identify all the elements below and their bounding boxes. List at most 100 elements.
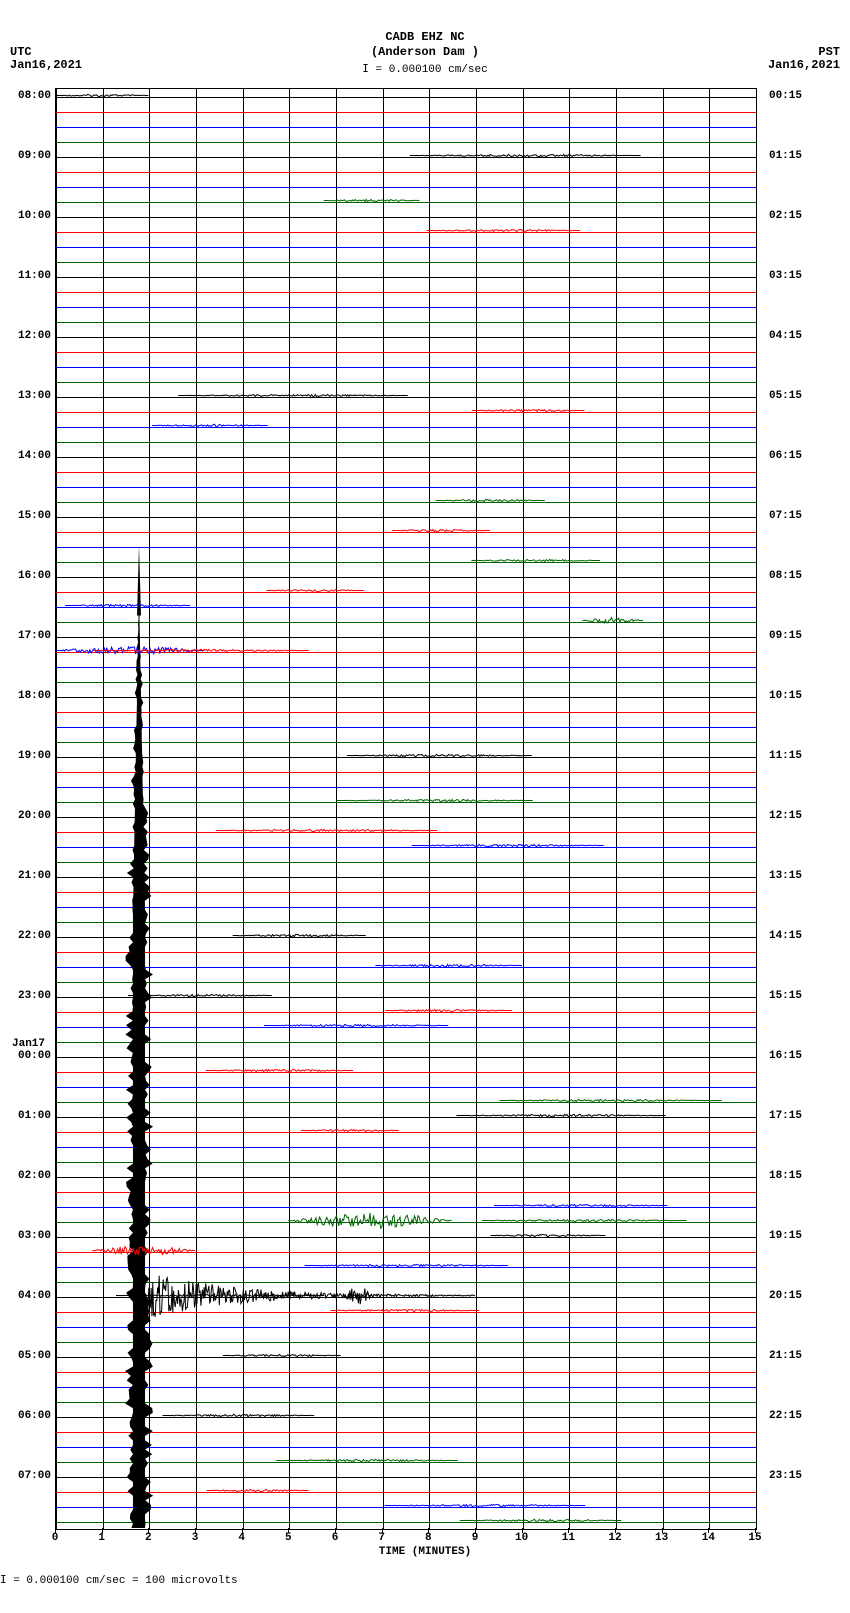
pst-hour-label: 20:15: [769, 1290, 802, 1302]
trace-line: [56, 442, 756, 443]
trace-line: [56, 892, 756, 893]
pst-hour-label: 04:15: [769, 330, 802, 342]
trace-line: [56, 787, 756, 788]
utc-hour-label: 05:00: [6, 1350, 51, 1362]
trace-line: [56, 652, 756, 653]
trace-line: [56, 1072, 756, 1073]
xaxis-tick: 15: [748, 1532, 761, 1544]
trace-line: [56, 472, 756, 473]
xaxis-tick: 6: [332, 1532, 339, 1544]
trace-line: [56, 532, 756, 533]
pst-hour-label: 08:15: [769, 570, 802, 582]
trace-line: [56, 1462, 756, 1463]
trace-line: [56, 157, 756, 158]
utc-hour-label: 01:00: [6, 1110, 51, 1122]
pst-hour-label: 23:15: [769, 1470, 802, 1482]
trace-line: [56, 832, 756, 833]
utc-hour-label: 03:00: [6, 1230, 51, 1242]
pst-hour-label: 14:15: [769, 930, 802, 942]
utc-hour-label: 02:00: [6, 1170, 51, 1182]
trace-line: [56, 1402, 756, 1403]
trace-line: [56, 367, 756, 368]
plot-area: [55, 88, 757, 1530]
trace-line: [56, 577, 756, 578]
trace-line: [56, 1342, 756, 1343]
trace-line: [56, 1372, 756, 1373]
xaxis-tick: 14: [702, 1532, 715, 1544]
trace-line: [56, 487, 756, 488]
trace-line: [56, 742, 756, 743]
trace-line: [56, 457, 756, 458]
pst-hour-label: 06:15: [769, 450, 802, 462]
timezone-right: PST: [818, 45, 840, 59]
trace-line: [56, 517, 756, 518]
trace-line: [56, 187, 756, 188]
xaxis-tick: 10: [515, 1532, 528, 1544]
pst-hour-label: 00:15: [769, 90, 802, 102]
xaxis-tick: 0: [52, 1532, 59, 1544]
trace-line: [56, 1252, 756, 1253]
pst-hour-label: 12:15: [769, 810, 802, 822]
footer-scale: 𝙸 = 0.000100 cm/sec = 100 microvolts: [0, 1573, 238, 1587]
xaxis-tick: 9: [472, 1532, 479, 1544]
trace-line: [56, 1192, 756, 1193]
xaxis-tick: 2: [145, 1532, 152, 1544]
trace-line: [56, 1267, 756, 1268]
pst-hour-label: 19:15: [769, 1230, 802, 1242]
utc-hour-label: 16:00: [6, 570, 51, 582]
pst-hour-label: 13:15: [769, 870, 802, 882]
trace-line: [56, 847, 756, 848]
trace-line: [56, 1102, 756, 1103]
trace-line: [56, 712, 756, 713]
xaxis-tick: 13: [655, 1532, 668, 1544]
trace-line: [56, 1387, 756, 1388]
trace-line: [56, 667, 756, 668]
pst-hour-label: 15:15: [769, 990, 802, 1002]
trace-line: [56, 1477, 756, 1478]
pst-hour-label: 02:15: [769, 210, 802, 222]
trace-line: [56, 727, 756, 728]
utc-hour-label: 10:00: [6, 210, 51, 222]
xaxis-tick: 7: [378, 1532, 385, 1544]
utc-hour-label: 15:00: [6, 510, 51, 522]
utc-hour-label: 09:00: [6, 150, 51, 162]
trace-line: [56, 292, 756, 293]
pst-hour-label: 07:15: [769, 510, 802, 522]
pst-hour-label: 11:15: [769, 750, 802, 762]
utc-hour-label: 17:00: [6, 630, 51, 642]
trace-line: [56, 397, 756, 398]
trace-line: [56, 307, 756, 308]
trace-line: [56, 877, 756, 878]
trace-line: [56, 622, 756, 623]
trace-line: [56, 412, 756, 413]
utc-hour-label: 06:00: [6, 1410, 51, 1422]
trace-line: [56, 1207, 756, 1208]
utc-hour-label: 18:00: [6, 690, 51, 702]
date-left: Jan16,2021: [10, 58, 82, 72]
trace-line: [56, 502, 756, 503]
trace-line: [56, 247, 756, 248]
station-location: (Anderson Dam ): [0, 45, 850, 59]
trace-line: [56, 1357, 756, 1358]
scale-indicator: 𝙸 = 0.000100 cm/sec: [0, 62, 850, 76]
utc-day-label: Jan17: [12, 1038, 45, 1050]
trace-line: [56, 1417, 756, 1418]
station-code: CADB EHZ NC: [0, 30, 850, 44]
utc-hour-label: 07:00: [6, 1470, 51, 1482]
trace-line: [56, 1432, 756, 1433]
trace-line: [56, 922, 756, 923]
trace-line: [56, 697, 756, 698]
pst-hour-label: 09:15: [769, 630, 802, 642]
trace-line: [56, 997, 756, 998]
trace-line: [56, 637, 756, 638]
trace-line: [56, 967, 756, 968]
xaxis-tick: 4: [238, 1532, 245, 1544]
trace-line: [56, 952, 756, 953]
trace-line: [56, 1522, 756, 1523]
trace-line: [56, 982, 756, 983]
trace-line: [56, 682, 756, 683]
trace-line: [56, 907, 756, 908]
trace-line: [56, 1327, 756, 1328]
trace-line: [56, 232, 756, 233]
trace-line: [56, 217, 756, 218]
